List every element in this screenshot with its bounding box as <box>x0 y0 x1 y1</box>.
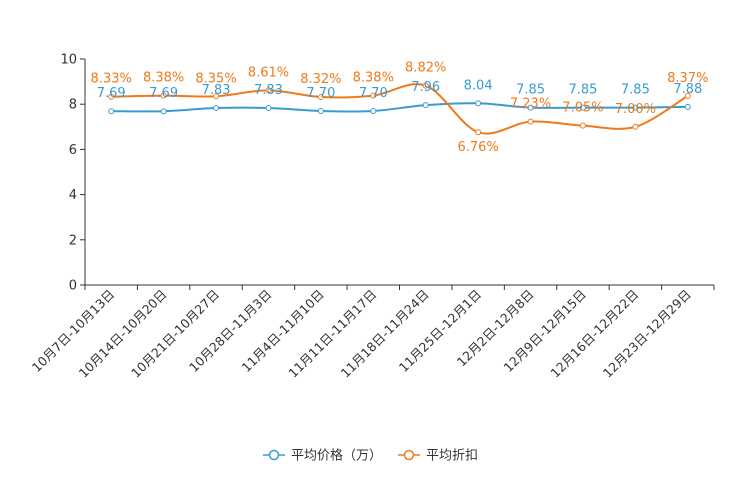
data-label: 7.85 <box>516 83 545 98</box>
data-label: 8.61% <box>248 65 289 80</box>
data-label: 8.35% <box>195 71 236 86</box>
y-tick-label: 0 <box>69 279 77 294</box>
y-tick-label: 8 <box>69 98 77 113</box>
data-point <box>213 93 220 100</box>
legend-marker-icon <box>268 449 280 461</box>
data-point <box>160 108 167 115</box>
data-label: 7.96 <box>411 80 440 95</box>
y-tick-label: 2 <box>69 233 77 248</box>
data-label: 7.69 <box>97 86 126 101</box>
data-label: 7.85 <box>621 83 650 98</box>
data-label: 8.04 <box>464 78 493 93</box>
data-label: 7.05% <box>562 101 603 116</box>
x-tick-label: 10月21日-10月27日 <box>128 287 222 381</box>
data-label: 7.70 <box>306 86 335 101</box>
data-point <box>108 93 115 100</box>
x-tick-label: 11月11日-11月17日 <box>285 287 379 381</box>
data-label: 7.83 <box>202 83 231 98</box>
data-point <box>475 100 482 107</box>
series-layer <box>108 82 691 136</box>
x-tick-label: 10月14日-10月20日 <box>76 287 170 381</box>
data-label: 7.69 <box>149 86 178 101</box>
data-point <box>317 107 324 114</box>
data-label: 7.00% <box>615 102 656 117</box>
data-label: 8.32% <box>300 72 341 87</box>
data-point <box>213 105 220 112</box>
data-label: 8.33% <box>91 72 132 87</box>
data-point <box>370 92 377 99</box>
data-point <box>108 108 115 115</box>
data-label: 6.76% <box>457 140 498 155</box>
legend-marker-icon <box>403 449 415 461</box>
data-point <box>265 87 272 94</box>
data-label: 7.85 <box>568 83 597 98</box>
legend-item-1[interactable]: 平均折扣 <box>398 449 478 464</box>
data-label: 7.83 <box>254 83 283 98</box>
y-tick-label: 6 <box>69 143 77 158</box>
data-label: 7.88 <box>673 82 702 97</box>
legend-label: 平均价格（万） <box>291 448 382 464</box>
legend-item-0[interactable]: 平均价格（万） <box>263 448 382 464</box>
data-point <box>265 105 272 112</box>
data-point <box>422 82 429 89</box>
y-tick-label: 4 <box>69 188 77 203</box>
data-point <box>160 92 167 99</box>
data-point <box>475 129 482 136</box>
data-label: 7.23% <box>510 97 551 112</box>
data-label: 8.38% <box>353 71 394 86</box>
legend-label: 平均折扣 <box>426 449 478 464</box>
data-label: 8.37% <box>667 71 708 86</box>
y-axis: 0 2 4 6 8 10 <box>60 53 86 294</box>
data-point <box>422 102 429 109</box>
data-point <box>370 107 377 114</box>
data-point <box>684 92 691 99</box>
series-line-1 <box>111 83 689 135</box>
series-line-0 <box>111 102 688 113</box>
y-tick-label: 10 <box>60 53 77 68</box>
data-point <box>317 93 324 100</box>
x-tick-label: 12月16日-12月22日 <box>547 287 641 381</box>
x-axis: 10月7日-10月13日10月14日-10月20日10月21日-10月27日10… <box>29 284 715 381</box>
data-label: 7.70 <box>359 86 388 101</box>
data-labels: 7.69 7.69 7.83 7.83 7.70 7.70 7.96 8.04 7.85 7.85… <box>91 61 709 156</box>
legend[interactable]: 平均价格（万） 平均折扣 <box>263 448 478 464</box>
data-label: 8.38% <box>143 71 184 86</box>
data-point <box>632 104 639 111</box>
data-point <box>632 123 639 130</box>
data-label: 8.82% <box>405 61 446 76</box>
data-point <box>684 103 691 110</box>
data-point <box>527 118 534 125</box>
data-point <box>527 104 534 111</box>
data-point <box>579 122 586 129</box>
x-tick-label: 12月23日-12月29日 <box>600 287 694 381</box>
data-point <box>579 104 586 111</box>
x-tick-label: 11月18日-11月24日 <box>338 287 432 381</box>
